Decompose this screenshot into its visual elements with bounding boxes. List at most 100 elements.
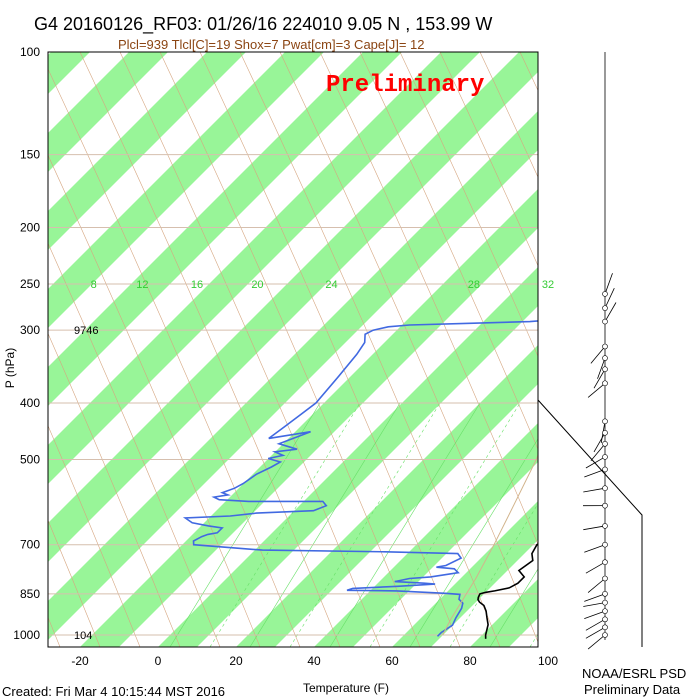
parcel-line xyxy=(442,453,538,636)
x-tick-label: 80 xyxy=(463,654,477,668)
mixing-line xyxy=(570,403,700,647)
mixing-ratio-label: 24 xyxy=(325,279,337,291)
x-tick-label: 0 xyxy=(155,654,162,668)
dry-adiabat xyxy=(48,242,221,647)
dry-adiabat xyxy=(399,52,538,358)
dry-adiabat xyxy=(239,52,501,647)
x-axis-label: Temperature (F) xyxy=(303,681,389,695)
wind-barb xyxy=(584,610,606,619)
wind-station-marker xyxy=(602,599,608,606)
wind-barb xyxy=(590,346,606,364)
wind-station-marker xyxy=(602,343,608,350)
wind-barb xyxy=(583,487,606,493)
skew-band xyxy=(548,52,700,647)
org-label: NOAA/ESRL PSD xyxy=(582,666,687,681)
skew-band xyxy=(48,52,480,484)
skew-band xyxy=(392,501,538,647)
tick-labels: 100 150 200 250 300 400 500 700 850 1000 -20 0 20 40 6… xyxy=(13,45,558,668)
dry-adiabat xyxy=(79,52,341,647)
dry-adiabat xyxy=(48,68,301,647)
wind-station-marker xyxy=(602,418,608,425)
skew-band xyxy=(80,189,538,647)
wind-station-marker xyxy=(602,291,608,297)
dry-adiabat xyxy=(359,52,538,450)
level-label: 9746 xyxy=(74,325,98,337)
wind-station-marker xyxy=(602,632,608,638)
mixing-line xyxy=(329,402,481,647)
wind-barb xyxy=(604,302,617,322)
dry-adiabat xyxy=(479,52,538,178)
wind-station-marker xyxy=(602,575,608,582)
mixing-line xyxy=(249,402,401,647)
y-tick-label: 500 xyxy=(20,452,40,466)
y-tick-label: 300 xyxy=(20,323,40,337)
dry-adiabat xyxy=(439,52,538,267)
wind-station-marker xyxy=(602,485,608,491)
wind-station-marker xyxy=(602,305,608,311)
skew-band xyxy=(48,52,90,94)
y-tick-label: 400 xyxy=(20,396,40,410)
x-tick-label: 20 xyxy=(229,654,243,668)
level-label: 104 xyxy=(74,630,92,642)
dry-adiabat xyxy=(48,332,181,647)
status-label: Preliminary Data xyxy=(584,682,681,697)
wind-barb xyxy=(585,618,606,631)
wind-barb xyxy=(587,634,606,650)
wind-station-marker xyxy=(602,608,608,614)
dry-adiabat xyxy=(279,52,538,643)
wind-barb xyxy=(585,626,606,639)
preliminary-stamp: Preliminary xyxy=(326,72,485,99)
y-tick-label: 700 xyxy=(20,538,40,552)
mixing-line xyxy=(610,403,700,647)
wind-station-marker xyxy=(602,616,608,623)
wind-barb xyxy=(585,456,606,469)
wind-station-marker xyxy=(602,318,608,325)
wind-station-marker xyxy=(602,430,608,436)
y-axis-label: P (hPa) xyxy=(3,348,17,388)
mixing-ratio-label: 16 xyxy=(191,279,203,291)
wind-station-marker xyxy=(602,523,608,529)
skew-band xyxy=(626,52,700,647)
wind-barb xyxy=(585,561,606,574)
dry-adiabat xyxy=(48,519,101,647)
skew-band xyxy=(48,52,246,250)
background-lines xyxy=(48,52,700,647)
skew-band xyxy=(48,52,324,328)
x-tick-label: 60 xyxy=(385,654,399,668)
y-tick-label: 250 xyxy=(20,277,40,291)
mixing-line xyxy=(409,438,538,647)
skew-band xyxy=(158,267,538,647)
mixing-ratio-label: 12 xyxy=(136,279,148,291)
wind-barb xyxy=(584,544,606,553)
wind-barb xyxy=(604,273,613,295)
mixing-ratio-label: 8 xyxy=(91,279,97,291)
dry-adiabat xyxy=(199,52,461,647)
skew-bands xyxy=(48,52,700,647)
wind-barb xyxy=(584,469,606,478)
dry-adiabat xyxy=(48,154,261,647)
series-layer xyxy=(182,320,538,639)
x-tick-label: 40 xyxy=(307,654,321,668)
wind-panel xyxy=(537,52,643,650)
dry-adiabat xyxy=(48,425,141,647)
chart-title: G4 20160126_RF03: 01/26/16 224010 9.05 N… xyxy=(34,14,493,34)
temperature-line xyxy=(477,543,538,639)
y-tick-label: 850 xyxy=(20,587,40,601)
wind-station-marker xyxy=(602,355,608,361)
wind-station-marker xyxy=(602,502,608,509)
wind-barb xyxy=(590,443,606,461)
dry-adiabat xyxy=(119,52,381,647)
dry-adiabat xyxy=(319,52,538,546)
y-tick-label: 150 xyxy=(20,148,40,162)
dewpoint-line xyxy=(182,320,538,637)
wind-station-marker xyxy=(602,454,608,460)
wind-station-marker xyxy=(602,541,608,548)
wind-barb xyxy=(584,593,606,602)
mixing-line xyxy=(169,402,321,647)
skew-band xyxy=(236,345,538,647)
indices-text: Plcl=939 Tlcl[C]=19 Shox=7 Pwat[cm]=3 Ca… xyxy=(118,37,425,52)
plot-frame xyxy=(47,51,539,648)
wind-panel-frame xyxy=(537,399,643,647)
wind-barb xyxy=(593,432,606,453)
